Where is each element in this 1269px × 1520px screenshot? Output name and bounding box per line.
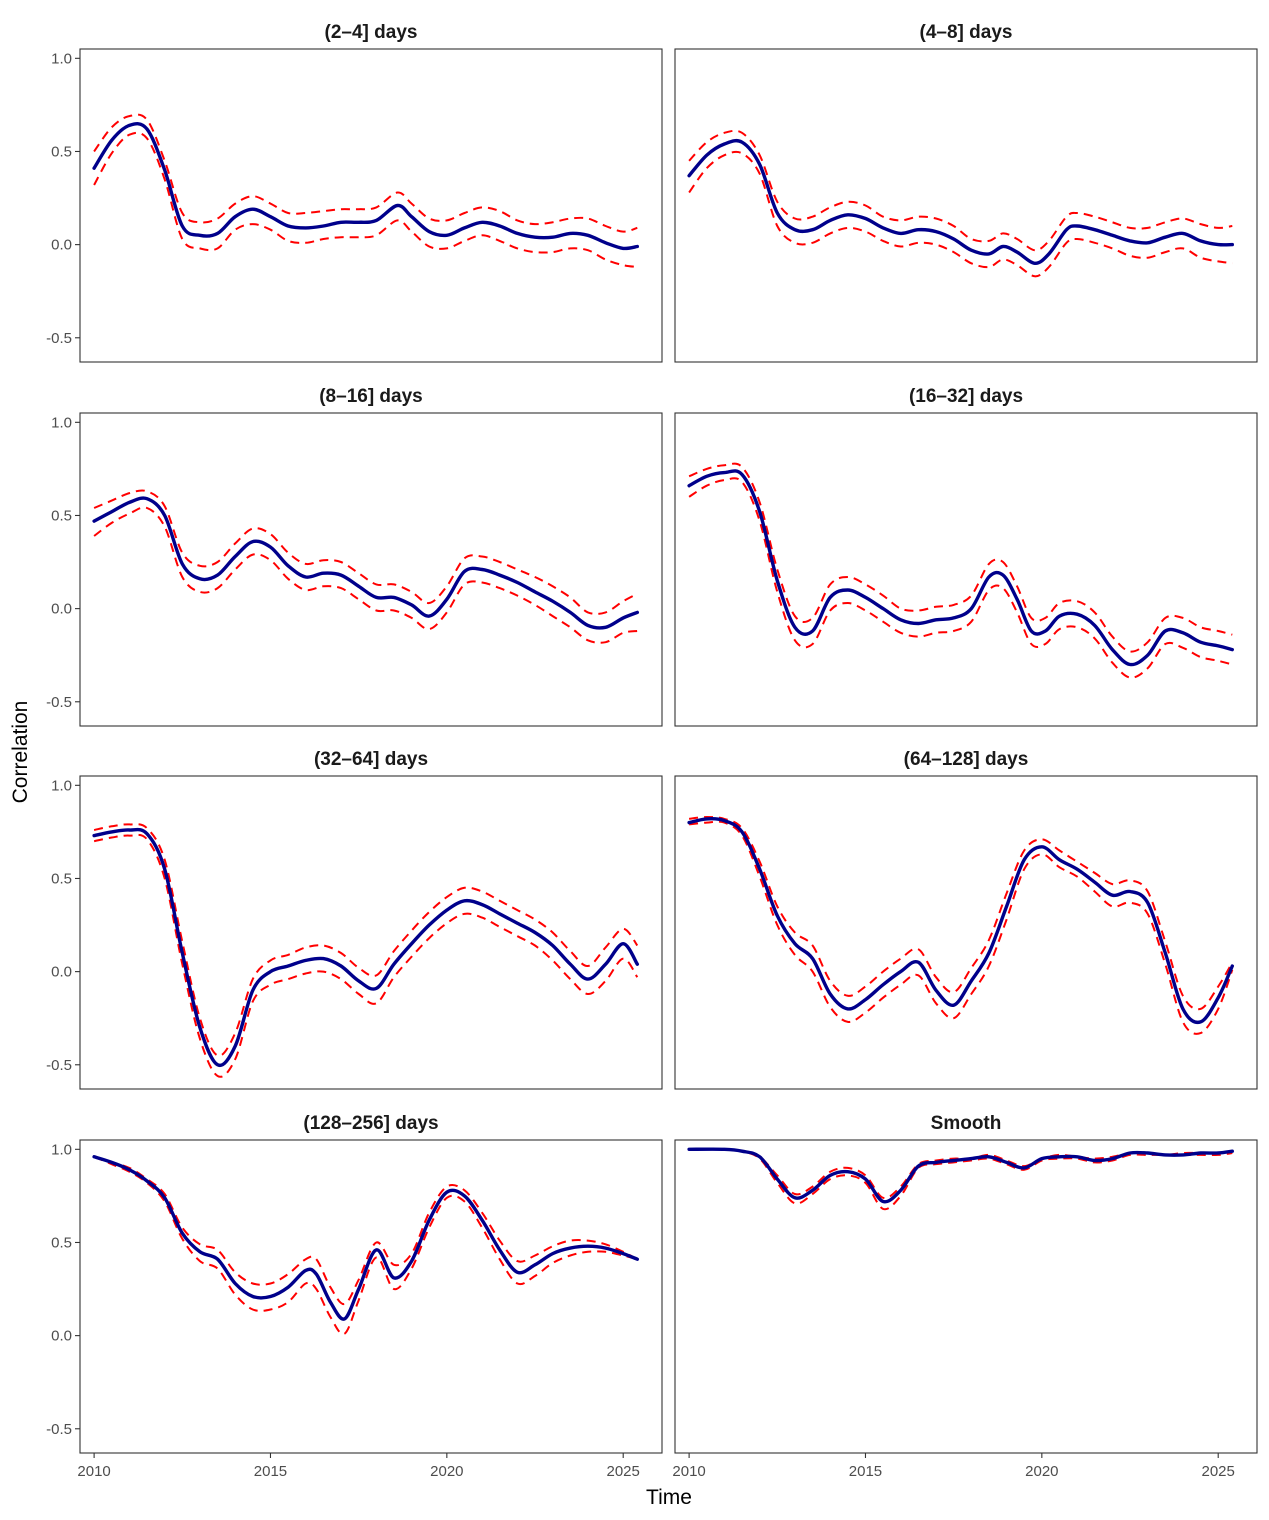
panel-title: (8–16] days	[319, 386, 423, 407]
series-group	[92, 1155, 639, 1336]
panel-title: (2–4] days	[325, 22, 418, 43]
y-tick-label: 0.0	[51, 1328, 72, 1345]
y-tick-label: -0.5	[46, 1057, 72, 1074]
panel-title: (64–128] days	[904, 749, 1029, 770]
panel-3: (8–16] days -0.5 0.0 0.5 1.0	[46, 386, 663, 727]
panel-frame	[674, 775, 1258, 1090]
y-tick-label: 0.5	[51, 143, 72, 160]
x-tick-label: 2010	[672, 1463, 705, 1480]
panel-title: (128–256] days	[303, 1113, 438, 1134]
y-tick-label: 1.0	[51, 414, 72, 431]
estimate-line	[92, 496, 639, 630]
y-tick-label: 0.5	[51, 870, 72, 887]
lower-bound-line	[688, 150, 1233, 278]
estimate-line	[687, 1147, 1234, 1204]
y-axis-title: Correlation	[9, 701, 32, 804]
y-tick-label: -0.5	[46, 330, 72, 347]
panel-1: (2–4] days -0.5 0.0 0.5 1.0	[46, 22, 663, 363]
panel-frame	[674, 1139, 1258, 1454]
y-tick-label: 1.0	[51, 50, 72, 67]
x-tick-label: 2020	[1025, 1463, 1058, 1480]
y-tick-label: -0.5	[46, 1421, 72, 1438]
lower-bound-line	[93, 131, 638, 268]
x-tick-label: 2010	[77, 1463, 110, 1480]
y-tick-label: 0.0	[51, 964, 72, 981]
estimate-line	[687, 469, 1234, 667]
y-tick-label: 0.5	[51, 1234, 72, 1251]
series-group	[92, 113, 639, 268]
y-tick-label: 0.0	[51, 237, 72, 254]
panel-title: (4–8] days	[920, 22, 1013, 43]
y-tick-label: 0.0	[51, 601, 72, 618]
panel-8: Smooth 2010 2015 2020 2025	[672, 1113, 1258, 1480]
panel-title: Smooth	[931, 1113, 1002, 1134]
upper-bound-line	[688, 129, 1233, 252]
lower-bound-line	[93, 1155, 638, 1336]
series-group	[92, 823, 639, 1078]
upper-bound-line	[93, 1155, 638, 1306]
panels-group: (2–4] days -0.5 0.0 0.5 1.0 (4–8] days (8–16] …	[46, 22, 1258, 1480]
estimate-line	[687, 817, 1234, 1025]
lower-bound-line	[688, 477, 1233, 679]
panel-2: (4–8] days	[674, 22, 1258, 363]
lower-bound-line	[93, 833, 639, 1078]
series-group	[687, 129, 1234, 278]
lower-bound-line	[93, 506, 638, 644]
series-group	[687, 462, 1234, 679]
y-tick-label: 1.0	[51, 777, 72, 794]
panel-frame	[79, 48, 663, 363]
panel-6: (64–128] days	[674, 749, 1258, 1090]
x-tick-label: 2015	[254, 1463, 287, 1480]
x-tick-label: 2025	[607, 1463, 640, 1480]
panel-frame	[79, 1139, 663, 1454]
series-group	[687, 1147, 1234, 1211]
panel-title: (32–64] days	[314, 749, 428, 770]
panel-7: (128–256] days -0.5 0.0 0.5 1.0 2010 2015 2020 2…	[46, 1113, 663, 1480]
y-tick-label: -0.5	[46, 694, 72, 711]
panel-frame	[79, 412, 663, 727]
panel-frame	[674, 48, 1258, 363]
series-group	[92, 489, 639, 644]
series-group	[687, 816, 1234, 1035]
upper-bound-line	[93, 113, 638, 233]
x-tick-label: 2025	[1202, 1463, 1235, 1480]
upper-bound-line	[688, 816, 1234, 1011]
estimate-line	[92, 827, 639, 1068]
y-tick-label: 1.0	[51, 1141, 72, 1158]
panel-frame	[79, 775, 663, 1090]
panel-title: (16–32] days	[909, 386, 1023, 407]
y-tick-label: 0.5	[51, 507, 72, 524]
estimate-line	[92, 122, 639, 251]
lower-bound-line	[688, 820, 1234, 1035]
x-tick-label: 2020	[430, 1463, 463, 1480]
lower-bound-line	[689, 1148, 1233, 1211]
estimate-line	[687, 138, 1234, 265]
upper-bound-line	[93, 823, 639, 1057]
upper-bound-line	[93, 489, 638, 615]
x-tick-label: 2015	[849, 1463, 882, 1480]
panel-frame	[674, 412, 1258, 727]
estimate-line	[92, 1155, 639, 1321]
x-axis-title: Time	[646, 1486, 692, 1509]
panel-5: (32–64] days -0.5 0.0 0.5 1.0	[46, 749, 663, 1090]
panel-4: (16–32] days	[674, 386, 1258, 727]
